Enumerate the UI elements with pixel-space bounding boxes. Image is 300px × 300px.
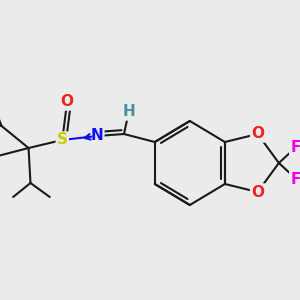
Text: O: O xyxy=(251,127,264,142)
Text: O: O xyxy=(61,94,74,110)
Text: N: N xyxy=(91,128,103,143)
Text: H: H xyxy=(122,104,135,119)
Text: F: F xyxy=(291,172,300,187)
Text: S: S xyxy=(57,133,68,148)
Text: O: O xyxy=(251,184,264,200)
Text: F: F xyxy=(291,140,300,154)
